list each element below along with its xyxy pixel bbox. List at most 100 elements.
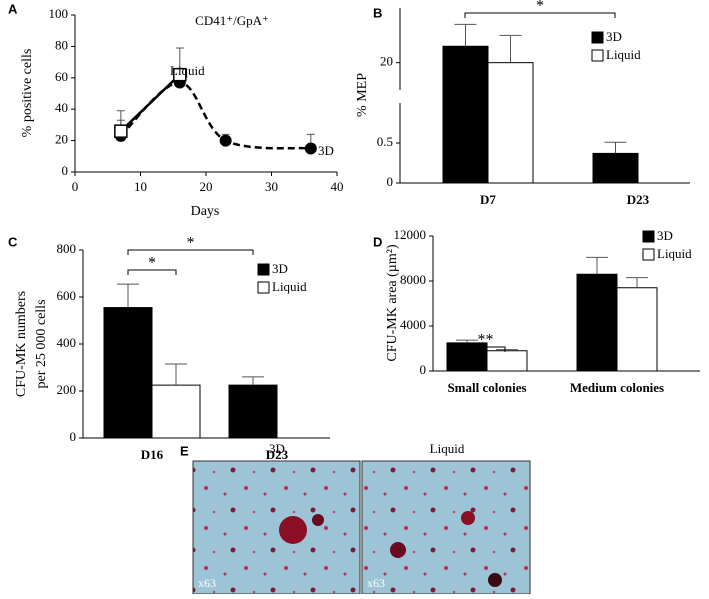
error-bar [117, 283, 139, 308]
point [304, 142, 317, 155]
x-tick-label: Medium colonies [570, 380, 664, 395]
y-tick-label: 0 [62, 163, 69, 178]
panel: B % MEP 0 0.5 20 D7 D23 3D Liquid * [355, 0, 690, 207]
bar [442, 45, 489, 184]
y-tick-label: 4000 [400, 317, 426, 332]
bar [103, 307, 153, 439]
y-tick-label: 20 [380, 54, 393, 69]
y-tick-label: 0 [70, 429, 77, 444]
magnification: x63 [367, 576, 385, 590]
panel-letter: B [373, 5, 382, 20]
micrograph [361, 460, 531, 595]
x-tick-label: 0 [72, 179, 79, 194]
x-tick-label: 20 [200, 179, 213, 194]
y-axis-label: per 25 000 cells [34, 299, 49, 388]
series-label: Liquid [170, 63, 205, 78]
y-tick-label: 8000 [400, 272, 426, 287]
significance-label: ** [478, 332, 494, 349]
significance-label: * [536, 0, 544, 15]
y-axis-label: % MEP [355, 73, 370, 117]
significance-bracket [127, 269, 177, 275]
y-tick-label: 400 [57, 335, 77, 350]
bar [228, 384, 278, 439]
bar [592, 152, 639, 184]
legend-label: Liquid [606, 47, 641, 62]
significance-label: * [187, 235, 195, 252]
y-tick-label: 0 [420, 362, 427, 377]
x-tick-label: Small colonies [447, 380, 526, 395]
image-title: Liquid [430, 441, 465, 456]
error-bar [454, 23, 477, 47]
bar [151, 384, 201, 439]
legend-label: 3D [272, 261, 288, 276]
error-bar [604, 141, 627, 154]
panel-letter: E [180, 443, 189, 458]
point [114, 124, 128, 138]
series-line [119, 81, 311, 150]
chart-title: CD41⁺/GpA⁺ [195, 13, 269, 28]
x-tick-label: 10 [134, 179, 147, 194]
y-tick-label: 0.5 [377, 134, 393, 149]
error-bar [586, 256, 608, 275]
x-tick-label: D23 [627, 192, 650, 207]
legend-swatch [642, 230, 655, 243]
colony [312, 514, 324, 526]
legend-swatch [257, 281, 270, 294]
x-tick-label: D16 [141, 447, 164, 462]
significance-bracket [127, 249, 254, 255]
panel-e: E 3D Liquid x63 x63 [180, 441, 531, 595]
colony [390, 542, 406, 558]
image-title: 3D [269, 441, 285, 456]
legend-label: 3D [606, 29, 622, 44]
error-bar [165, 363, 187, 386]
error-bar [496, 349, 518, 351]
error-bar [499, 34, 522, 63]
x-tick-label: 30 [265, 179, 278, 194]
legend-label: 3D [657, 228, 673, 243]
y-axis-label: % positive cells [20, 49, 35, 138]
series-line [119, 73, 181, 133]
panel-letter: A [8, 1, 18, 16]
y-tick-label: 0 [387, 174, 394, 189]
panel-letter: C [8, 234, 18, 249]
colony [461, 511, 475, 525]
point [173, 67, 187, 82]
significance-label: * [148, 255, 156, 272]
legend-label: Liquid [657, 246, 692, 261]
y-tick-label: 200 [57, 382, 77, 397]
panel: C CFU-MK numbers per 25 000 cells 0 200 400 60… [8, 234, 330, 462]
colony [279, 516, 307, 544]
legend-label: Liquid [272, 279, 307, 294]
error-bar [242, 376, 264, 386]
x-axis-label: Days [191, 204, 220, 219]
y-tick-label: 40 [55, 100, 68, 115]
y-tick-label: 600 [57, 288, 77, 303]
y-axis-label: CFU-MK numbers [14, 291, 29, 397]
point [219, 134, 232, 147]
bar [576, 273, 618, 372]
panel: A CD41⁺/GpA⁺ % positive cells 0 20 40 60 80 100 0… [8, 1, 344, 219]
y-tick-label: 12000 [394, 227, 427, 242]
y-tick-label: 60 [55, 69, 68, 84]
y-tick-label: 800 [57, 241, 77, 256]
y-tick-label: 20 [55, 132, 68, 147]
colony [488, 573, 502, 587]
series-label: 3D [318, 143, 334, 158]
bar [487, 62, 534, 184]
bar [446, 342, 488, 372]
significance-bracket [465, 346, 506, 352]
legend-swatch [591, 31, 604, 44]
y-axis-label: CFU-MK area (µm²) [385, 244, 400, 362]
legend-swatch [591, 49, 604, 62]
x-tick-label: D23 [266, 447, 289, 462]
error-bar [456, 339, 478, 343]
legend-swatch [257, 263, 270, 276]
x-tick-label: 40 [331, 179, 344, 194]
y-tick-label: 100 [49, 6, 69, 21]
significance-bracket [464, 12, 616, 18]
legend-swatch [642, 248, 655, 261]
micrograph [192, 460, 361, 595]
bar [616, 287, 658, 372]
